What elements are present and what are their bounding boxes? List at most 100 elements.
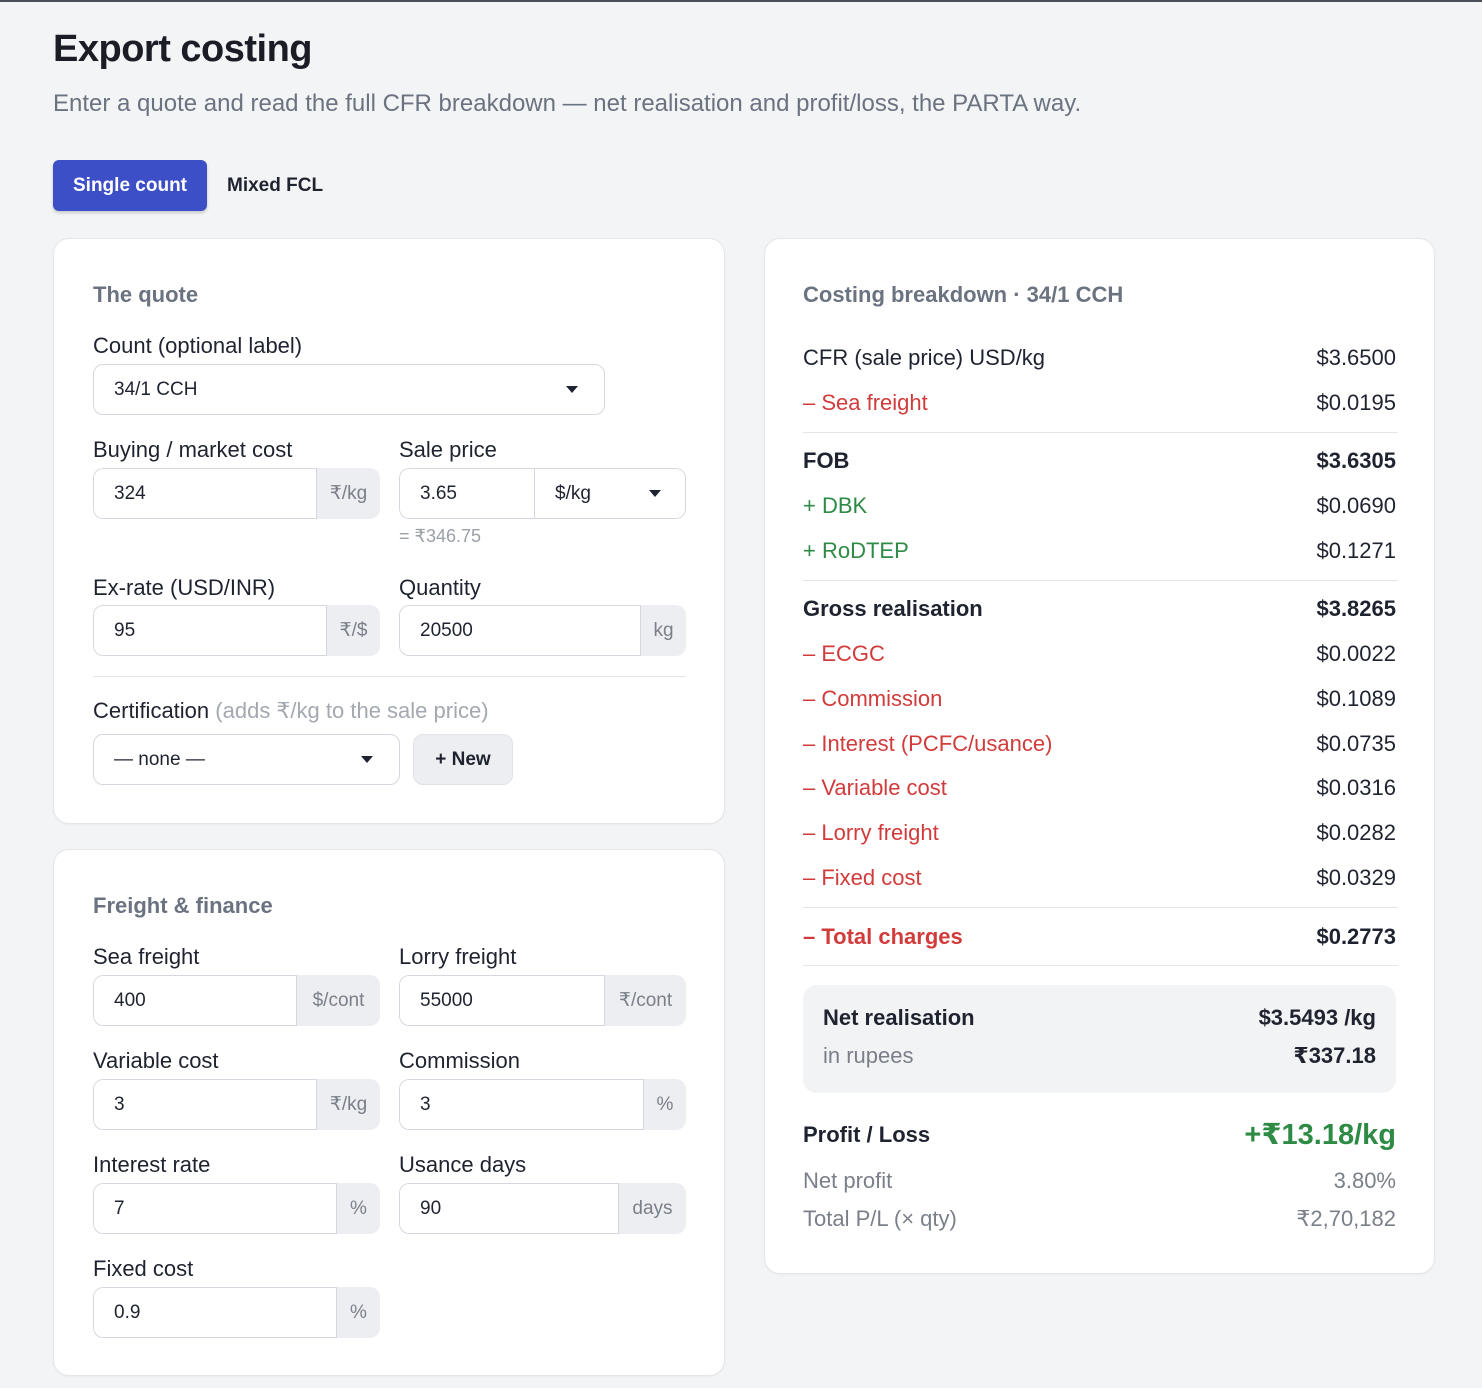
row-value: $0.0329 [1316, 865, 1396, 890]
lorry-freight-label: Lorry freight [399, 944, 517, 969]
row-label: – Commission [803, 686, 943, 711]
row-value: $0.0735 [1316, 731, 1396, 756]
lorry-freight-input[interactable]: 55000 [399, 975, 605, 1026]
sale-price-label: Sale price [399, 437, 497, 462]
sea-freight-unit: $/cont [297, 975, 380, 1026]
breakdown-row-dbk: + DBK $0.0690 [803, 493, 1396, 519]
lorry-freight-value: 55000 [420, 989, 473, 1011]
row-label: + DBK [803, 493, 868, 518]
interest-rate-value: 7 [114, 1197, 125, 1219]
sea-freight-field: 400 $/cont [93, 975, 380, 1026]
breakdown-row-gross: Gross realisation $3.8265 [803, 596, 1396, 622]
commission-field: 3 % [399, 1079, 686, 1130]
sea-freight-label: Sea freight [93, 944, 200, 969]
certification-label: Certification (adds ₹/kg to the sale pri… [93, 698, 489, 724]
row-label: – Interest (PCFC/usance) [803, 731, 1053, 756]
row-value: $0.0022 [1316, 641, 1396, 666]
mode-tabs: Single count Mixed FCL [53, 160, 343, 211]
breakdown-row-lorry-freight: – Lorry freight $0.0282 [803, 820, 1396, 846]
net-realisation-row: Net realisation $3.5493 /kg [823, 1005, 1376, 1031]
breakdown-divider [803, 432, 1398, 433]
exrate-unit: ₹/$ [327, 605, 380, 656]
row-label: – Total charges [803, 924, 963, 949]
variable-cost-input[interactable]: 3 [93, 1079, 317, 1130]
profit-loss-value: +₹13.18/kg [1244, 1119, 1396, 1151]
commission-input[interactable]: 3 [399, 1079, 644, 1130]
fixed-cost-input[interactable]: 0.9 [93, 1287, 337, 1338]
fixed-cost-value: 0.9 [114, 1301, 141, 1323]
exrate-label: Ex-rate (USD/INR) [93, 575, 276, 600]
sea-freight-value: 400 [114, 989, 146, 1011]
net-realisation-label: Net realisation [823, 1005, 975, 1030]
profit-loss-row: Profit / Loss +₹13.18/kg [803, 1117, 1396, 1152]
count-select[interactable]: 34/1 CCH [93, 364, 605, 415]
buying-cost-label: Buying / market cost [93, 437, 293, 462]
sale-price-field: 3.65 $/kg [399, 468, 686, 519]
variable-cost-label: Variable cost [93, 1048, 219, 1073]
interest-rate-input[interactable]: 7 [93, 1183, 337, 1234]
new-certification-button[interactable]: + New [413, 734, 513, 785]
usance-days-field: 90 days [399, 1183, 686, 1234]
count-select-value: 34/1 CCH [114, 378, 198, 400]
breakdown-row-fob: FOB $3.6305 [803, 448, 1396, 474]
net-profit-row: Net profit 3.80% [803, 1168, 1396, 1194]
commission-label: Commission [399, 1048, 521, 1073]
row-value: $0.1089 [1316, 686, 1396, 711]
net-profit-value: 3.80% [1333, 1168, 1396, 1193]
row-label: Gross realisation [803, 596, 983, 621]
row-label: – Fixed cost [803, 865, 922, 890]
chevron-down-icon [566, 386, 578, 393]
net-realisation-box: Net realisation $3.5493 /kg in rupees ₹3… [803, 985, 1396, 1093]
sale-price-unit-select[interactable]: $/kg [535, 468, 686, 519]
quantity-field: 20500 kg [399, 605, 686, 656]
rupee-realisation-value: ₹337.18 [1293, 1043, 1376, 1068]
quote-card: The quote Count (optional label) 34/1 CC… [53, 238, 725, 824]
rupee-realisation-row: in rupees ₹337.18 [823, 1043, 1376, 1069]
net-profit-label: Net profit [803, 1168, 893, 1193]
certification-select-value: — none — [114, 748, 205, 770]
sea-freight-input[interactable]: 400 [93, 975, 297, 1026]
row-value: $0.1271 [1316, 538, 1396, 563]
fixed-cost-unit: % [337, 1287, 380, 1338]
row-label: FOB [803, 448, 850, 473]
breakdown-row-rodtep: + RoDTEP $0.1271 [803, 538, 1396, 564]
usance-days-input[interactable]: 90 [399, 1183, 619, 1234]
quantity-label: Quantity [399, 575, 481, 600]
tab-single-count[interactable]: Single count [53, 160, 207, 211]
row-value: $0.0195 [1316, 390, 1396, 415]
exrate-field: 95 ₹/$ [93, 605, 380, 656]
breakdown-row-variable-cost: – Variable cost $0.0316 [803, 775, 1396, 801]
breakdown-row-fixed-cost: – Fixed cost $0.0329 [803, 865, 1396, 891]
row-value: $0.0690 [1316, 493, 1396, 518]
breakdown-row-interest: – Interest (PCFC/usance) $0.0735 [803, 731, 1396, 757]
row-value: $3.6305 [1316, 448, 1396, 473]
breakdown-row-commission: – Commission $0.1089 [803, 686, 1396, 712]
lorry-freight-unit: ₹/cont [605, 975, 686, 1026]
certification-select[interactable]: — none — [93, 734, 400, 785]
sale-price-input[interactable]: 3.65 [399, 468, 535, 519]
chevron-down-icon [361, 756, 373, 763]
rupee-realisation-label: in rupees [823, 1043, 914, 1068]
total-pl-row: Total P/L (× qty) ₹2,70,182 [803, 1206, 1396, 1232]
buying-cost-input[interactable]: 324 [93, 468, 317, 519]
net-realisation-value: $3.5493 /kg [1258, 1005, 1376, 1030]
sale-price-unit: $/kg [555, 482, 591, 504]
row-value: $3.8265 [1316, 596, 1396, 621]
breakdown-row-ecgc: – ECGC $0.0022 [803, 641, 1396, 667]
variable-cost-field: 3 ₹/kg [93, 1079, 380, 1130]
fixed-cost-label: Fixed cost [93, 1256, 194, 1281]
breakdown-card: Costing breakdown · 34/1 CCH CFR (sale p… [764, 238, 1435, 1274]
quantity-unit: kg [641, 605, 686, 656]
tab-mixed-fcl[interactable]: Mixed FCL [227, 174, 324, 196]
quantity-input[interactable]: 20500 [399, 605, 641, 656]
breakdown-divider [803, 965, 1398, 966]
breakdown-row-sea-freight: – Sea freight $0.0195 [803, 390, 1396, 416]
exrate-input[interactable]: 95 [93, 605, 327, 656]
buying-cost-field: 324 ₹/kg [93, 468, 380, 519]
buying-cost-value: 324 [114, 482, 146, 504]
variable-cost-value: 3 [114, 1093, 125, 1115]
sale-price-value: 3.65 [420, 482, 457, 504]
exrate-value: 95 [114, 619, 136, 641]
breakdown-divider [803, 907, 1398, 908]
count-label: Count (optional label) [93, 333, 303, 358]
